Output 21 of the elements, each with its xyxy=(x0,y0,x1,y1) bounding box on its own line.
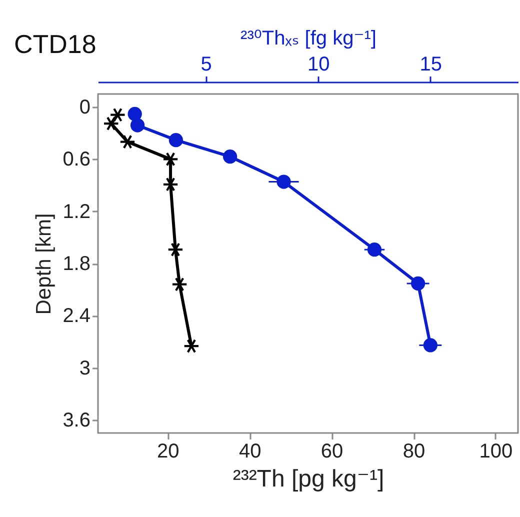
y-tick-label: 0 xyxy=(79,96,90,119)
y-tick-label: 3 xyxy=(79,357,90,380)
x-tick-label: 20 xyxy=(157,440,180,462)
point xyxy=(120,135,135,148)
x-tick-label: 60 xyxy=(320,440,344,462)
point xyxy=(163,152,178,166)
x2-tick-label: 15 xyxy=(420,54,442,76)
y-tick-label: 1.2 xyxy=(62,200,90,223)
y-axis-title: Depth [km] xyxy=(32,213,56,315)
x2-axis-title: ²³⁰Thₓₛ [fg kg⁻¹] xyxy=(240,28,376,50)
x-tick-label: 40 xyxy=(238,440,262,462)
x-tick-label: 100 xyxy=(479,440,513,462)
x-axis-title: ²³²Th [pg kg⁻¹] xyxy=(232,466,384,492)
x-tick-label: 80 xyxy=(402,440,426,462)
chart-title: CTD18 xyxy=(14,29,96,59)
y-tick-label: 2.4 xyxy=(62,305,90,328)
y-tick-label: 1.8 xyxy=(62,253,90,275)
x2-tick-label: 5 xyxy=(200,54,212,76)
y-tick-label: 3.6 xyxy=(62,409,90,432)
x2-tick-label: 10 xyxy=(307,54,330,76)
y-tick-label: 0.6 xyxy=(62,148,90,171)
